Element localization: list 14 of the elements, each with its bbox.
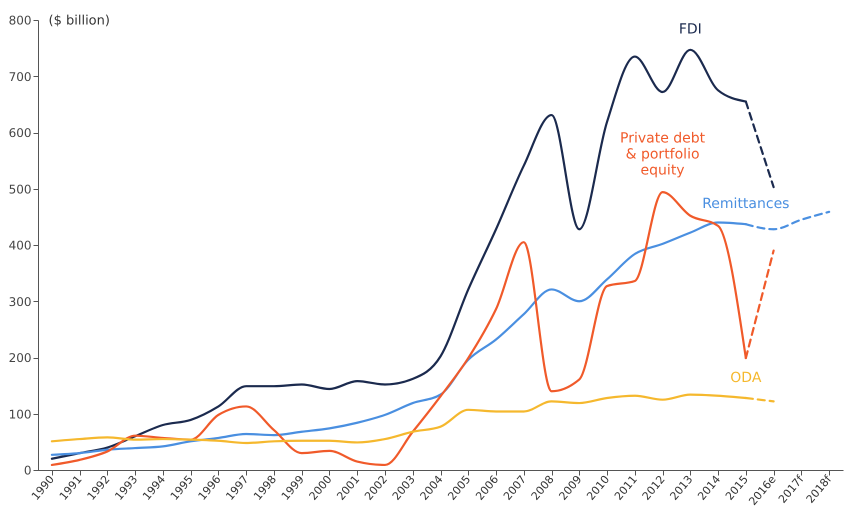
y-tick-label: 100: [8, 407, 32, 422]
y-tick-label: 700: [8, 70, 32, 84]
y-tick-label: 400: [8, 238, 32, 252]
series-label: Remittances: [702, 196, 790, 212]
series-label: ODA: [730, 370, 762, 386]
y-tick-label: 600: [8, 126, 32, 140]
y-tick-label: 0: [24, 464, 32, 478]
y-tick-label: 500: [8, 182, 32, 196]
y-tick-label: 200: [8, 351, 32, 365]
y-axis-title: ($ billion): [48, 14, 110, 28]
y-tick-label: 800: [8, 14, 32, 28]
text: Private debt & portfolio equity: [620, 130, 706, 178]
series-label: FDI: [678, 22, 702, 38]
y-tick-label: 300: [8, 294, 32, 309]
